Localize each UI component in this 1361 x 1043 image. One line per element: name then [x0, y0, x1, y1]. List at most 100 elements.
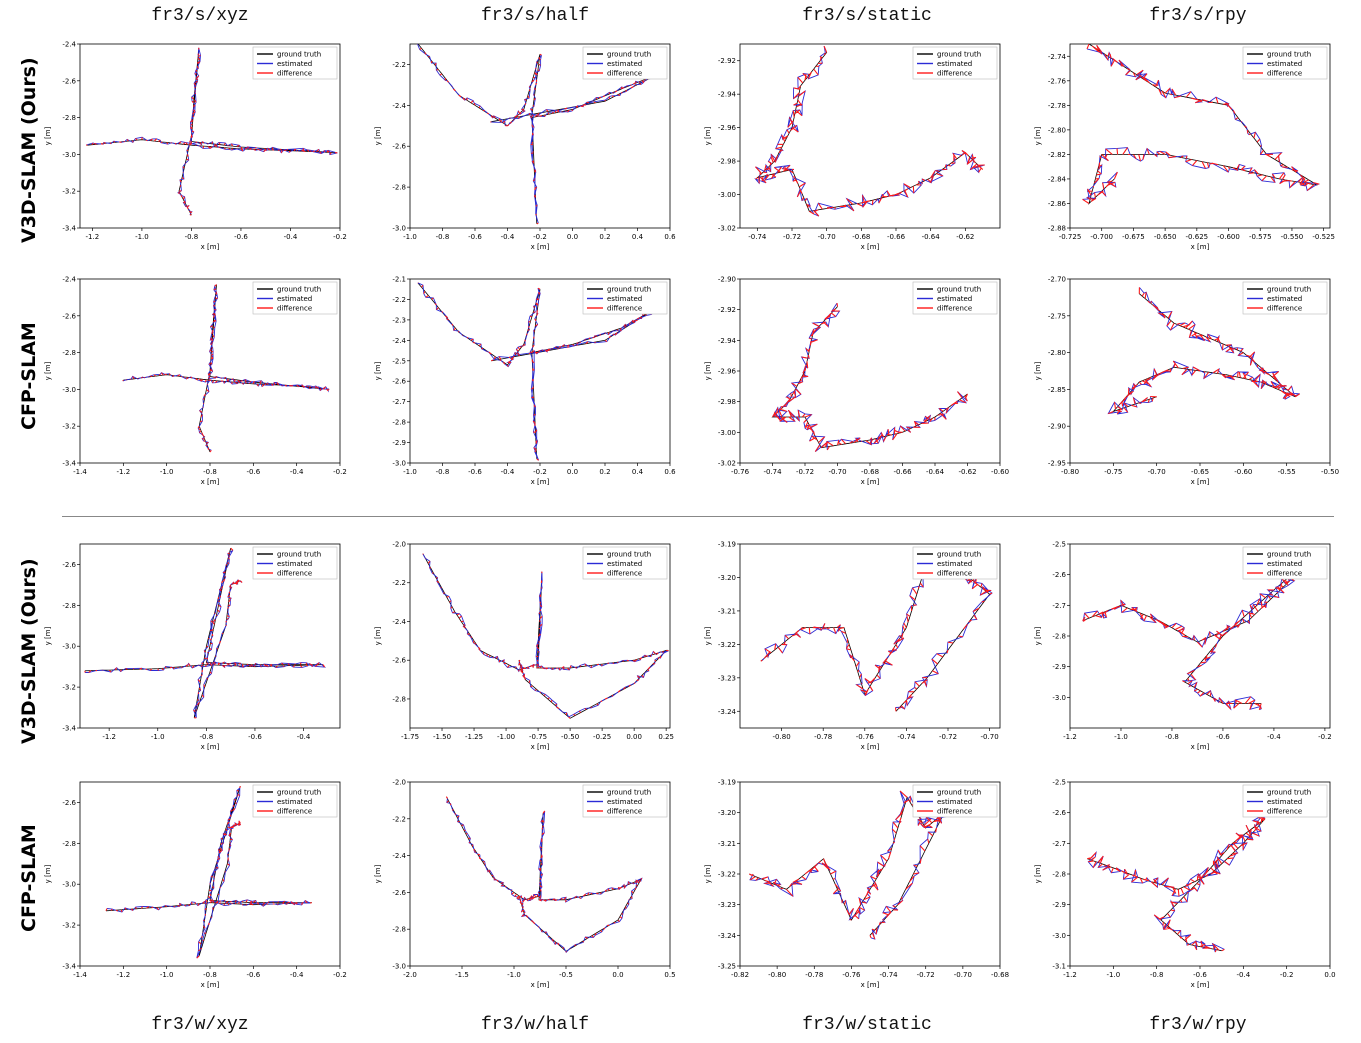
y-tick-label: -3.00	[718, 191, 736, 199]
y-tick-label: -3.4	[62, 725, 76, 733]
y-tick-label: -3.0	[62, 881, 76, 889]
x-tick-label: -1.2	[116, 468, 130, 476]
x-tick-label: -0.66	[893, 468, 912, 476]
x-tick-label: 0.4	[632, 233, 644, 241]
difference-lines	[84, 547, 326, 719]
x-tick-label: -0.8	[436, 233, 450, 241]
y-tick-label: -2.96	[718, 124, 737, 132]
x-tick-label: -1.50	[433, 733, 451, 741]
x-tick-label: -1.0	[403, 468, 417, 476]
difference-lines	[1082, 44, 1320, 204]
x-tick-label: -0.6	[468, 233, 482, 241]
y-tick-label: -2.98	[718, 398, 736, 406]
x-axis-label: x [m]	[531, 981, 550, 989]
trajectory-group	[1082, 44, 1320, 205]
y-tick-label: -2.7	[392, 398, 406, 406]
trajectory-plot: -0.82 -0.80 -0.78 -0.76 -0.74 -0.72 -0.70 -0.68…	[704, 779, 1009, 990]
y-axis-label: y [m]	[1034, 126, 1042, 145]
x-tick-label: -1.0	[160, 468, 174, 476]
trajectory-group	[1107, 287, 1301, 415]
y-tick-label: -2.2	[392, 61, 406, 69]
section-divider	[62, 516, 1334, 517]
y-tick-label: -2.6	[392, 889, 406, 897]
trajectory-group	[771, 302, 968, 452]
y-tick-label: -2.0	[392, 541, 406, 549]
x-tick-label: -0.4	[1236, 971, 1250, 979]
x-tick-label: -0.8	[200, 733, 214, 741]
x-tick-label: -1.00	[497, 733, 515, 741]
legend-entry: estimated	[277, 798, 312, 806]
x-axis-label: x [m]	[861, 478, 880, 486]
x-tick-label: -1.5	[455, 971, 469, 979]
y-tick-label: -3.2	[62, 684, 76, 692]
x-tick-label: -0.25	[593, 733, 611, 741]
trajectory-group	[445, 796, 643, 953]
y-tick-label: -2.6	[392, 657, 406, 665]
legend-entry: difference	[607, 808, 642, 816]
y-tick-label: -2.82	[1048, 151, 1066, 159]
x-tick-label: -0.75	[529, 733, 547, 741]
x-tick-label: -0.70	[818, 233, 836, 241]
x-tick-label: -0.4	[1267, 733, 1281, 741]
y-tick-label: -2.1	[392, 276, 406, 284]
column-title: fr3/s/rpy	[1149, 6, 1247, 26]
y-tick-label: -2.92	[718, 306, 736, 314]
trajectory-group	[122, 284, 330, 453]
y-axis-label: y [m]	[704, 126, 712, 145]
trajectory-plot: -0.80 -0.75 -0.70 -0.65 -0.60 -0.55 -0.50 -2.70…	[1034, 276, 1339, 487]
x-tick-label: -0.5	[559, 971, 573, 979]
x-tick-label: -0.4	[501, 468, 515, 476]
x-axis-label: x [m]	[201, 478, 220, 486]
x-tick-label: -0.50	[561, 733, 579, 741]
y-tick-label: -3.2	[62, 188, 76, 196]
x-tick-label: -0.62	[958, 468, 976, 476]
y-axis-label: y [m]	[704, 864, 712, 883]
y-tick-label: -2.92	[718, 57, 736, 65]
y-tick-label: -2.84	[1048, 175, 1067, 183]
x-tick-label: -0.80	[773, 733, 791, 741]
x-tick-label: -0.68	[861, 468, 879, 476]
x-tick-label: -1.4	[73, 971, 87, 979]
x-tick-label: -0.72	[917, 971, 935, 979]
x-tick-label: -2.0	[403, 971, 417, 979]
x-tick-label: -0.6	[246, 971, 260, 979]
trajectory-plot: -1.0 -0.8 -0.6 -0.4 -0.2 0.0 0.2 0.4 0.6 -2.1 -2.2…	[374, 276, 676, 487]
y-axis-label: y [m]	[44, 361, 52, 380]
y-tick-label: -3.02	[718, 225, 736, 233]
legend-entry: estimated	[607, 798, 642, 806]
column-title: fr3/s/static	[802, 6, 932, 26]
x-tick-label: -1.4	[73, 468, 87, 476]
x-tick-label: 0.5	[664, 971, 675, 979]
y-tick-label: -2.8	[62, 114, 76, 122]
legend-entry: difference	[607, 70, 642, 78]
x-tick-label: -0.78	[814, 733, 832, 741]
x-tick-label: -1.0	[1114, 733, 1128, 741]
x-tick-label: 0.2	[599, 468, 610, 476]
x-axis-label: x [m]	[201, 743, 220, 751]
x-tick-label: -0.64	[926, 468, 945, 476]
x-axis-label: x [m]	[1191, 243, 1210, 251]
legend-entry: difference	[937, 570, 972, 578]
difference-lines	[417, 282, 655, 461]
legend-entry: ground truth	[937, 789, 981, 797]
y-tick-label: -2.80	[1048, 126, 1066, 134]
legend-entry: ground truth	[277, 789, 321, 797]
y-axis-label: y [m]	[1034, 626, 1042, 645]
y-tick-label: -3.0	[392, 460, 406, 468]
x-tick-label: -0.6	[468, 468, 482, 476]
legend-entry: ground truth	[607, 51, 651, 59]
y-tick-label: -2.5	[1052, 541, 1066, 549]
x-tick-label: -0.675	[1122, 233, 1145, 241]
y-tick-label: -3.20	[718, 809, 736, 817]
legend-entry: estimated	[1267, 560, 1302, 568]
x-tick-label: 0.0	[567, 468, 578, 476]
legend-entry: ground truth	[277, 551, 321, 559]
x-tick-label: -0.68	[852, 233, 870, 241]
y-tick-label: -3.21	[718, 607, 736, 615]
y-tick-label: -2.90	[1048, 423, 1066, 431]
